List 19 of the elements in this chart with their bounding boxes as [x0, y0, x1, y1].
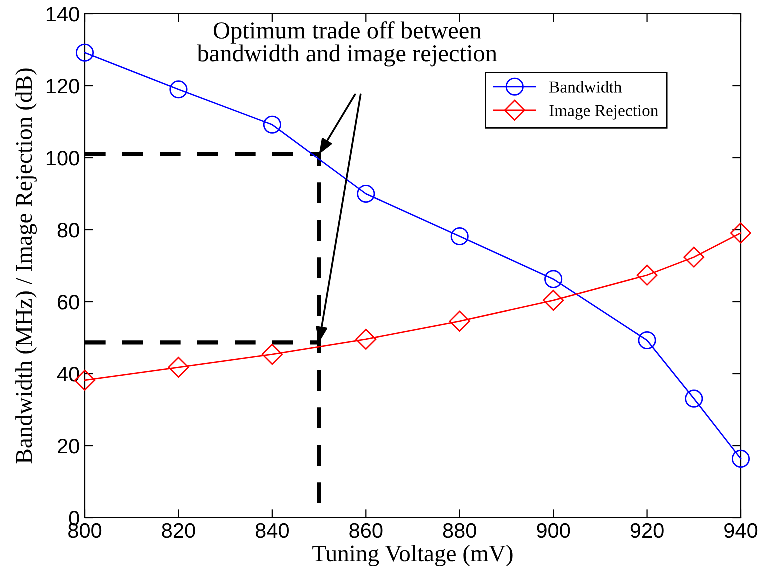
x-axis-title: Tuning Voltage (mV) — [312, 545, 513, 567]
y-tick-label: 80 — [58, 223, 80, 238]
x-tick-label: 940 — [724, 523, 758, 538]
x-tick-label: 820 — [162, 523, 196, 538]
y-tick-label: 20 — [58, 439, 80, 454]
legend-label: Image Rejection — [550, 105, 658, 120]
legend-label: Bandwidth — [550, 81, 622, 93]
annotation: Optimum trade off between bandwidth and image rejection — [197, 22, 498, 67]
y-axis-title: Bandwidth (MHz) / Image Rejection (dB) — [16, 68, 38, 464]
y-tick-label: 140 — [46, 7, 80, 22]
y-tick-label: 60 — [58, 295, 80, 310]
y-tick-label: 40 — [57, 367, 80, 382]
y-tick-label: 100 — [46, 151, 80, 166]
x-tick-label: 840 — [256, 523, 289, 538]
y-tick-label: 120 — [46, 79, 80, 94]
x-tick-label: 880 — [443, 523, 476, 538]
x-tick-label: 920 — [630, 523, 664, 538]
x-tick-label: 900 — [537, 523, 570, 538]
x-tick-label: 860 — [350, 523, 383, 538]
